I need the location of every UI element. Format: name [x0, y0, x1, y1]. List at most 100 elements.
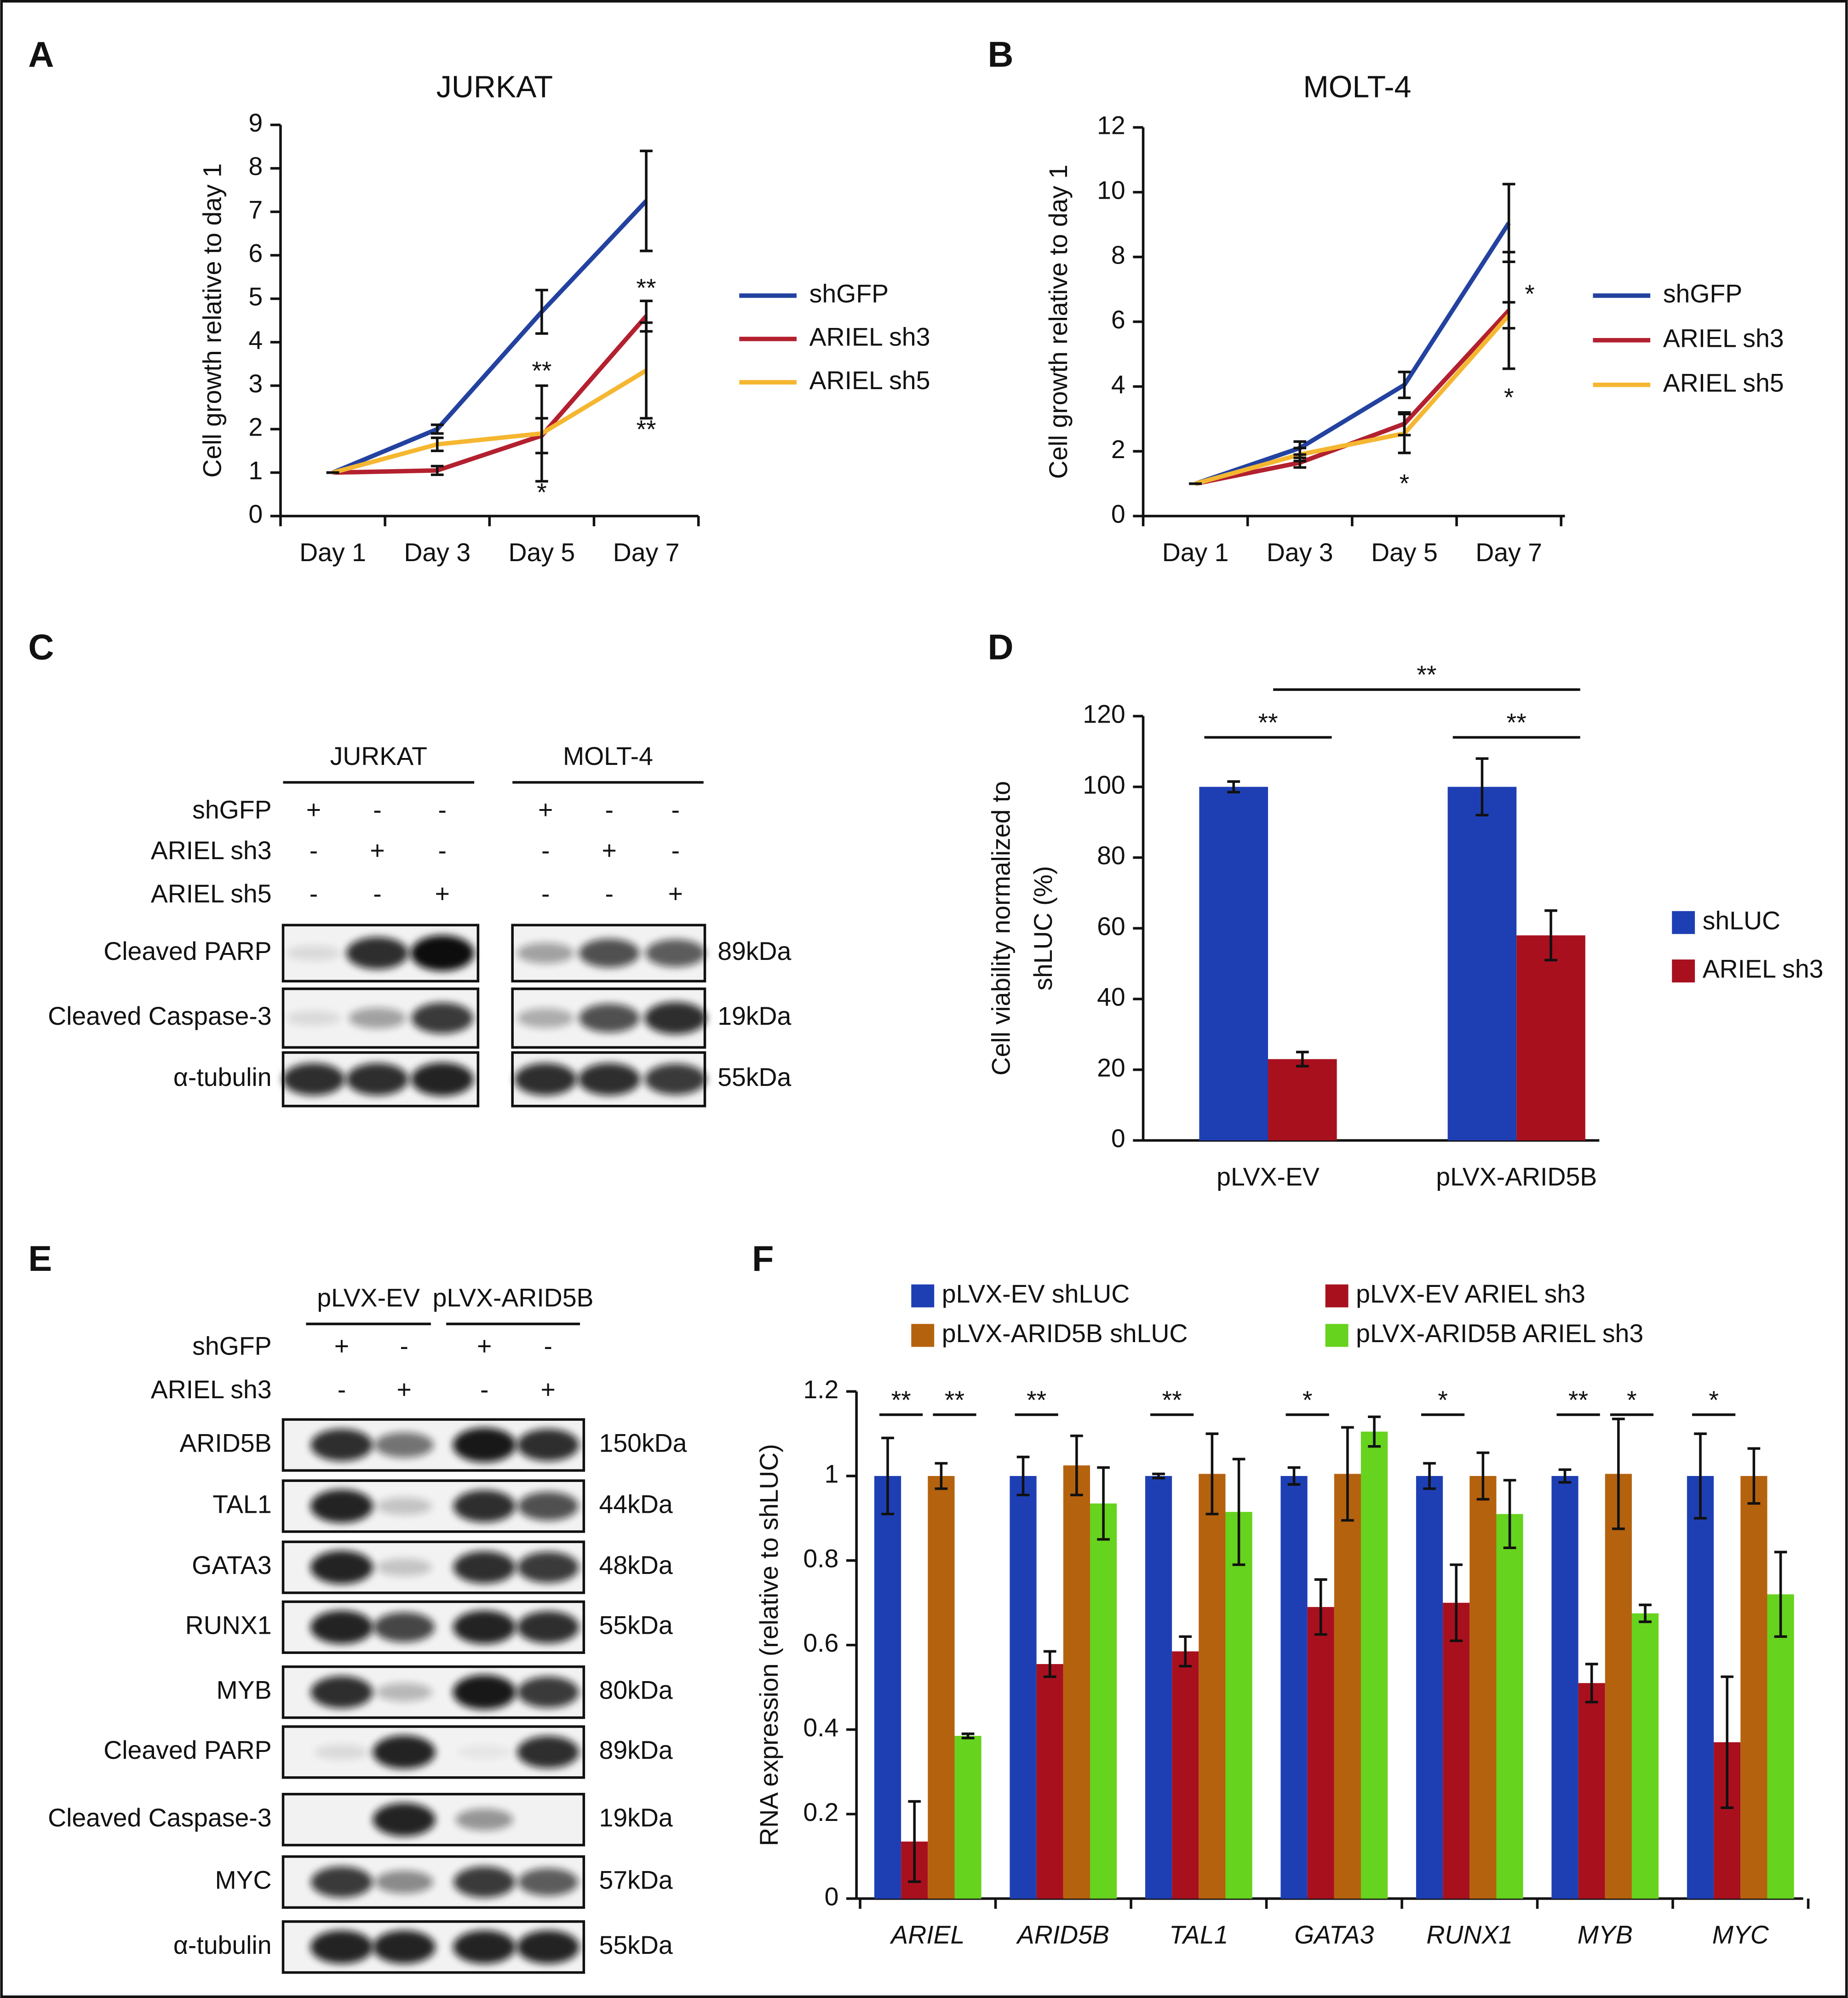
band — [514, 1063, 577, 1096]
error-bar — [1293, 447, 1307, 463]
error-bar — [1016, 1455, 1030, 1497]
legend-swatch — [1325, 1324, 1349, 1347]
legend-swatch — [911, 1284, 935, 1308]
legend-label: ARIEL sh3 — [1663, 324, 1784, 352]
error-bar — [1475, 757, 1489, 817]
error-bar — [1398, 413, 1411, 454]
line — [332, 199, 648, 475]
band — [453, 1930, 516, 1964]
legend-swatch — [1325, 1284, 1349, 1308]
x-tick-label: pLVX-EV — [1217, 1162, 1320, 1191]
y-tick-label: 2 — [248, 413, 263, 442]
band — [517, 1736, 580, 1768]
bar — [1469, 1476, 1497, 1899]
band — [376, 1683, 432, 1702]
y-tick-label: 12 — [1097, 111, 1125, 140]
error-bar — [1503, 1479, 1516, 1550]
y-tick-label: 3 — [248, 369, 263, 398]
chart-title: MOLT-4 — [1303, 70, 1411, 104]
error-bar — [1232, 1458, 1245, 1566]
size-label: 55kDa — [599, 1931, 673, 1959]
x-tick-label: Day 7 — [1475, 538, 1542, 567]
error-bar — [430, 465, 444, 477]
condition-sign: + — [396, 1375, 411, 1404]
band — [453, 1490, 516, 1522]
panel-letter: C — [28, 627, 54, 667]
chart-title: JURKAT — [436, 70, 553, 104]
bracket-label: * — [1709, 1386, 1719, 1414]
y-tick-label: 1.2 — [803, 1375, 838, 1404]
bar — [1199, 787, 1268, 1141]
error-bar — [1227, 780, 1240, 794]
y-tick-label: 4 — [248, 326, 263, 355]
x-tick-label: RUNX1 — [1426, 1921, 1513, 1949]
bar — [1551, 1476, 1578, 1899]
y-tick-label: 60 — [1097, 912, 1125, 941]
x-tick-label: TAL1 — [1169, 1921, 1228, 1949]
bar — [1010, 1476, 1037, 1899]
bracket-label: ** — [891, 1386, 911, 1414]
legend-label: pLVX-ARID5B ARIEL sh3 — [1356, 1319, 1643, 1348]
error-bar — [881, 1436, 894, 1516]
y-tick-label: 8 — [248, 152, 263, 181]
error-bar — [640, 149, 653, 253]
annotation: ** — [636, 274, 656, 302]
x-tick-label: Day 5 — [509, 538, 575, 567]
annotation: * — [1525, 280, 1535, 308]
bar — [1199, 1474, 1226, 1899]
band — [644, 1063, 706, 1095]
protein-label: Cleaved Caspase-3 — [48, 1803, 271, 1832]
band — [314, 1744, 369, 1760]
line — [1194, 314, 1511, 486]
y-tick-label: 0 — [1111, 1124, 1125, 1153]
band — [376, 1558, 432, 1576]
x-tick-label: GATA3 — [1294, 1921, 1374, 1949]
y-tick-label: 1 — [248, 456, 263, 485]
bracket-label: * — [1438, 1386, 1448, 1414]
band — [410, 935, 475, 971]
size-label: 19kDa — [599, 1803, 673, 1832]
condition-sign: + — [477, 1332, 492, 1361]
band — [453, 1866, 516, 1898]
bracket-label: ** — [1417, 660, 1436, 689]
bar — [1063, 1465, 1090, 1899]
error-bar — [1612, 1418, 1625, 1530]
group-label: JURKAT — [330, 742, 427, 770]
bar — [1767, 1594, 1794, 1899]
y-tick-label: 10 — [1097, 176, 1125, 205]
size-label: 55kDa — [599, 1611, 673, 1639]
condition-sign: - — [671, 795, 680, 824]
y-axis-label: Cell growth relative to day 1 — [1044, 165, 1073, 479]
protein-label: Cleaved Caspase-3 — [48, 1002, 271, 1030]
x-tick-label: Day 3 — [1267, 538, 1333, 567]
error-bar — [1423, 1462, 1436, 1490]
annotation: * — [1504, 383, 1514, 412]
y-tick-label: 80 — [1097, 841, 1125, 870]
condition-sign: - — [544, 1332, 552, 1361]
condition-sign: + — [668, 879, 683, 908]
legend-label: ARIEL sh3 — [809, 323, 930, 351]
error-bar — [1179, 1635, 1192, 1668]
error-bar — [1043, 1650, 1056, 1678]
band — [373, 1930, 436, 1964]
line — [332, 368, 648, 475]
group-label: pLVX-EV — [317, 1283, 420, 1312]
size-label: 48kDa — [599, 1551, 673, 1579]
band — [517, 1008, 574, 1028]
protein-label: Cleaved PARP — [103, 937, 271, 965]
band — [310, 1866, 373, 1898]
protein-label: α-tubulin — [173, 1063, 272, 1091]
band — [346, 1063, 409, 1096]
error-bar — [1152, 1472, 1165, 1480]
y-axis-label: RNA expression (relative to shLUC) — [755, 1444, 783, 1846]
y-tick-label: 0.6 — [803, 1629, 838, 1657]
bracket-label: * — [1627, 1386, 1637, 1414]
bar — [874, 1476, 901, 1899]
legend-label: pLVX-EV ARIEL sh3 — [1356, 1280, 1585, 1308]
error-bar — [1398, 370, 1411, 399]
band — [411, 1002, 473, 1034]
error-bar — [1585, 1663, 1598, 1704]
condition-label: ARIEL sh5 — [151, 879, 272, 908]
band — [518, 1868, 579, 1896]
